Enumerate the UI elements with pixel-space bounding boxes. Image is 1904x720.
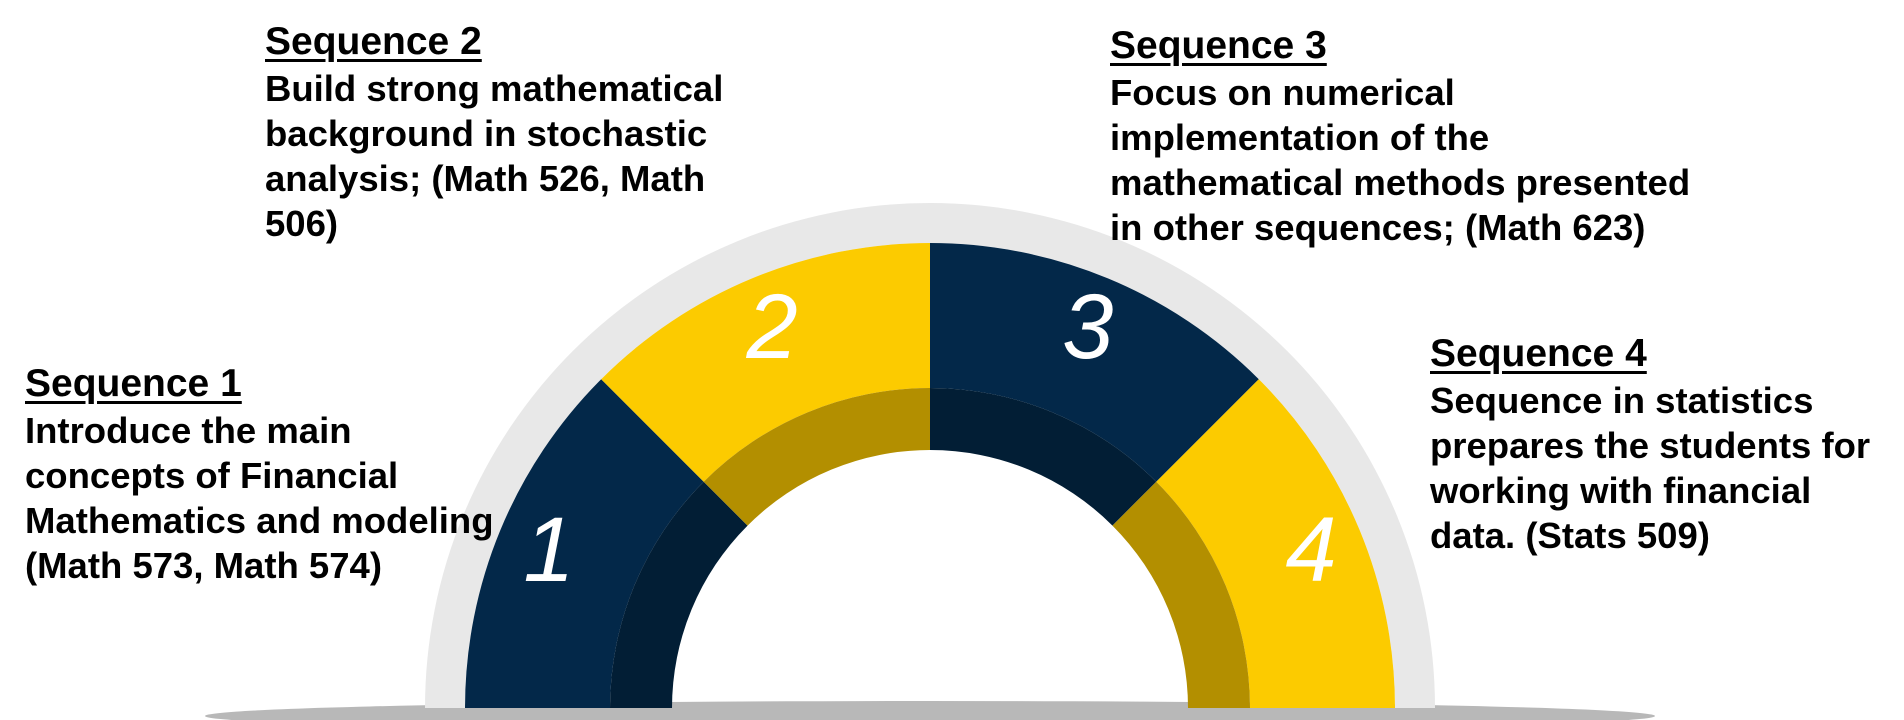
sequence-4-line-4: data. (Stats 509) xyxy=(1430,515,1710,556)
sequence-2-block: Sequence 2 Build strong mathematical bac… xyxy=(265,18,785,246)
sequence-1-title: Sequence 1 xyxy=(25,362,242,405)
sequence-3-line-4: in other sequences; (Math 623) xyxy=(1110,207,1646,248)
segment-2-outer xyxy=(601,243,930,482)
segment-labels: 1 2 3 4 xyxy=(523,276,1336,601)
sequence-2-line-1: Build strong mathematical xyxy=(265,68,724,109)
sequence-4-block: Sequence 4 Sequence in statistics prepar… xyxy=(1430,330,1900,558)
sequence-4-line-1: Sequence in statistics xyxy=(1430,380,1814,421)
sequence-4-description: Sequence in statistics prepares the stud… xyxy=(1430,378,1900,558)
sequence-1-description: Introduce the main concepts of Financial… xyxy=(25,408,545,588)
sequence-3-line-2: implementation of the xyxy=(1110,117,1490,158)
sequence-3-title: Sequence 3 xyxy=(1110,24,1327,67)
sequence-3-block: Sequence 3 Focus on numerical implementa… xyxy=(1110,22,1730,250)
sequence-1-line-3: Mathematics and modeling xyxy=(25,500,494,541)
segment-1-number: 1 xyxy=(523,499,574,601)
segment-4-outer xyxy=(1156,379,1395,708)
sequence-4-line-2: prepares the students for xyxy=(1430,425,1871,466)
segment-1-outer xyxy=(465,379,704,708)
segment-3-number: 3 xyxy=(1062,276,1113,378)
sequence-2-title: Sequence 2 xyxy=(265,20,482,63)
segment-2-inner xyxy=(703,388,930,526)
sequence-3-description: Focus on numerical implementation of the… xyxy=(1110,70,1730,250)
segment-1-inner xyxy=(610,481,748,708)
sequence-4-line-3: working with financial xyxy=(1430,470,1812,511)
base-shadow xyxy=(205,701,1655,720)
segments-group xyxy=(465,243,1395,708)
segment-2-number: 2 xyxy=(746,276,798,378)
sequence-2-line-3: analysis; (Math 526, Math xyxy=(265,158,706,199)
sequence-1-line-1: Introduce the main xyxy=(25,410,352,451)
sequence-4-title: Sequence 4 xyxy=(1430,332,1647,375)
segment-4-number: 4 xyxy=(1286,499,1337,601)
sequence-2-line-4: 506) xyxy=(265,203,339,244)
sequence-1-line-2: concepts of Financial xyxy=(25,455,399,496)
segment-4-inner xyxy=(1112,481,1250,708)
sequence-3-line-3: mathematical methods presented xyxy=(1110,162,1691,203)
sequence-1-line-4: (Math 573, Math 574) xyxy=(25,545,382,586)
sequence-3-line-1: Focus on numerical xyxy=(1110,72,1455,113)
segment-3-inner xyxy=(930,388,1157,526)
sequence-2-line-2: background in stochastic xyxy=(265,113,708,154)
sequence-1-block: Sequence 1 Introduce the main concepts o… xyxy=(25,360,545,588)
segment-3-outer xyxy=(930,243,1259,482)
sequence-2-description: Build strong mathematical background in … xyxy=(265,66,785,246)
